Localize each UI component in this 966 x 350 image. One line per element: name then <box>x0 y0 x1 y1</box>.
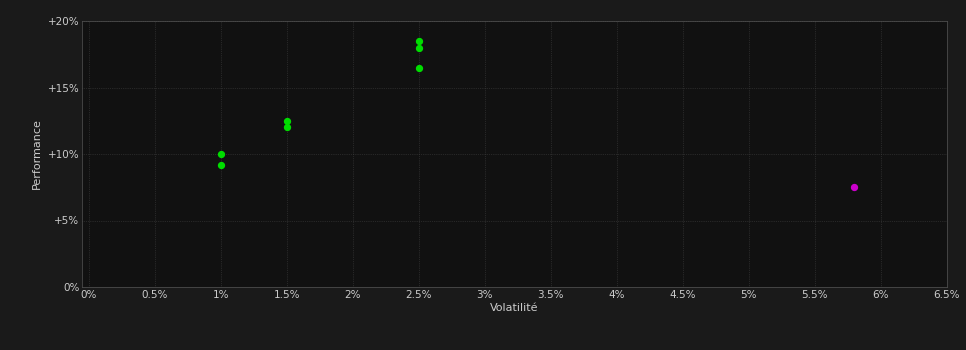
Y-axis label: Performance: Performance <box>32 119 43 189</box>
Point <box>846 184 862 190</box>
Point <box>279 125 295 130</box>
Point <box>213 151 228 157</box>
Point <box>279 118 295 124</box>
X-axis label: Volatilité: Volatilité <box>490 302 539 313</box>
Point <box>411 45 426 50</box>
Point <box>411 38 426 44</box>
Point <box>213 162 228 167</box>
Point <box>411 65 426 70</box>
